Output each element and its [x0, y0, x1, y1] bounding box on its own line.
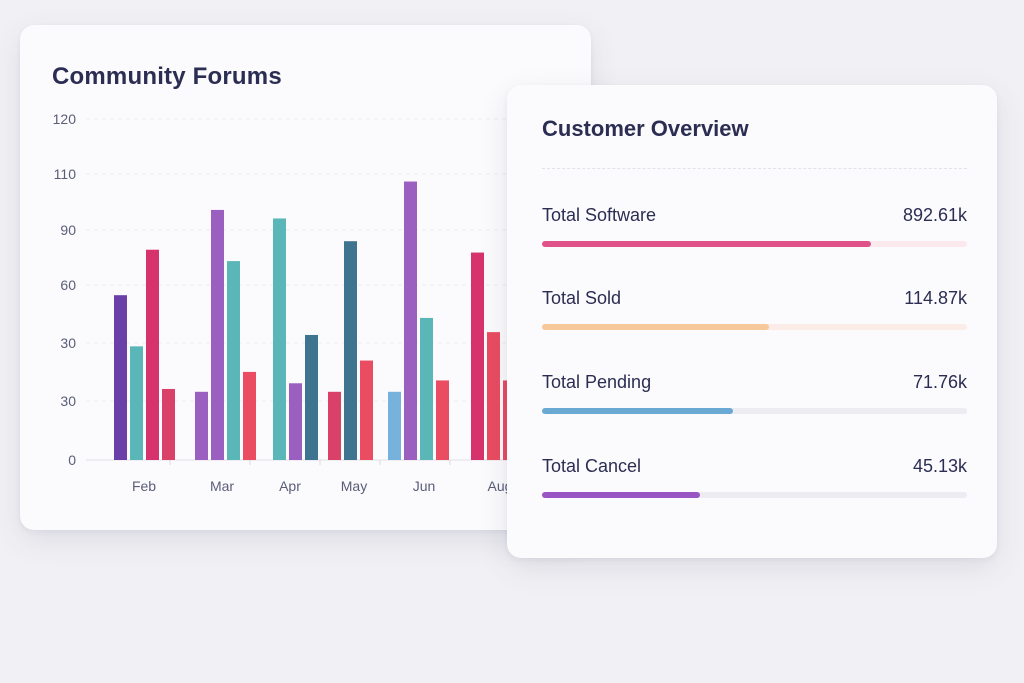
bar-mar[interactable]: [243, 371, 256, 460]
stat-label: Total Software: [542, 205, 657, 225]
stat-value: 114.87k: [904, 288, 967, 308]
stat-progress-fill: [542, 241, 872, 247]
stat-progress-track: [542, 408, 967, 414]
bar-apr[interactable]: [305, 334, 318, 460]
stat-total-pending: Total Pending 71.76k: [542, 372, 967, 422]
stat-progress-track: [542, 324, 967, 330]
bar-feb[interactable]: [130, 346, 143, 460]
x-tick-label: May: [341, 478, 367, 494]
bar-mar[interactable]: [195, 391, 208, 460]
customer-overview-card: Customer Overview Total Software 892.61k…: [507, 85, 997, 558]
x-tick-label: Feb: [132, 478, 156, 494]
bar-jun[interactable]: [404, 181, 417, 460]
bar-may[interactable]: [360, 360, 373, 460]
stat-progress-fill: [542, 492, 701, 498]
bar-feb[interactable]: [114, 295, 127, 460]
overview-divider: [542, 168, 967, 169]
community-forums-card: Community Forums 0 30 30 60 90 110 120 Feb Mar Ap…: [20, 25, 591, 530]
bar-aug[interactable]: [471, 252, 484, 460]
bar-apr[interactable]: [273, 218, 286, 460]
y-tick-label: 60: [60, 277, 76, 293]
stat-progress-fill: [542, 324, 770, 330]
stat-total-software: Total Software 892.61k: [542, 205, 967, 255]
stat-value: 892.61k: [902, 205, 967, 225]
x-tick-label: Aug: [488, 478, 513, 494]
y-tick-label: 0: [68, 452, 76, 468]
y-tick-label: 30: [60, 393, 76, 409]
bar-jun[interactable]: [436, 380, 449, 460]
y-tick-label: 110: [54, 166, 77, 182]
stat-total-sold: Total Sold 114.87k: [542, 288, 967, 338]
y-tick-label: 120: [53, 111, 77, 127]
x-tick-label: Apr: [279, 478, 301, 494]
stat-value: 45.13k: [912, 456, 967, 476]
y-tick-label: 90: [60, 222, 76, 238]
bar-mar[interactable]: [211, 209, 224, 460]
bar-mar[interactable]: [227, 261, 240, 460]
stat-label: Total Sold: [542, 288, 622, 308]
bar-feb[interactable]: [146, 249, 159, 460]
overview-title: Customer Overview: [542, 116, 749, 141]
stat-progress-track: [542, 492, 967, 498]
x-tick-label: Jun: [413, 478, 436, 494]
bar-aug[interactable]: [487, 332, 500, 460]
stat-label: Total Cancel: [542, 456, 642, 476]
stat-total-cancel: Total Cancel 45.13k: [542, 456, 967, 506]
forums-title: Community Forums: [52, 63, 282, 90]
stat-value: 71.76k: [912, 372, 967, 392]
bar-jun[interactable]: [420, 317, 433, 460]
bar-may[interactable]: [344, 241, 357, 460]
y-tick-label: 30: [60, 335, 76, 351]
bar-may[interactable]: [328, 391, 341, 460]
bar-feb[interactable]: [162, 388, 175, 460]
bar-jun[interactable]: [388, 391, 401, 460]
stat-progress-fill: [542, 408, 734, 414]
stat-progress-track: [542, 241, 967, 247]
bar-apr[interactable]: [289, 383, 302, 460]
forums-bar-chart: 0 30 30 60 90 110 120 Feb Mar Apr May Jun Aug: [53, 111, 591, 494]
stat-label: Total Pending: [542, 372, 652, 392]
x-tick-label: Mar: [210, 478, 234, 494]
